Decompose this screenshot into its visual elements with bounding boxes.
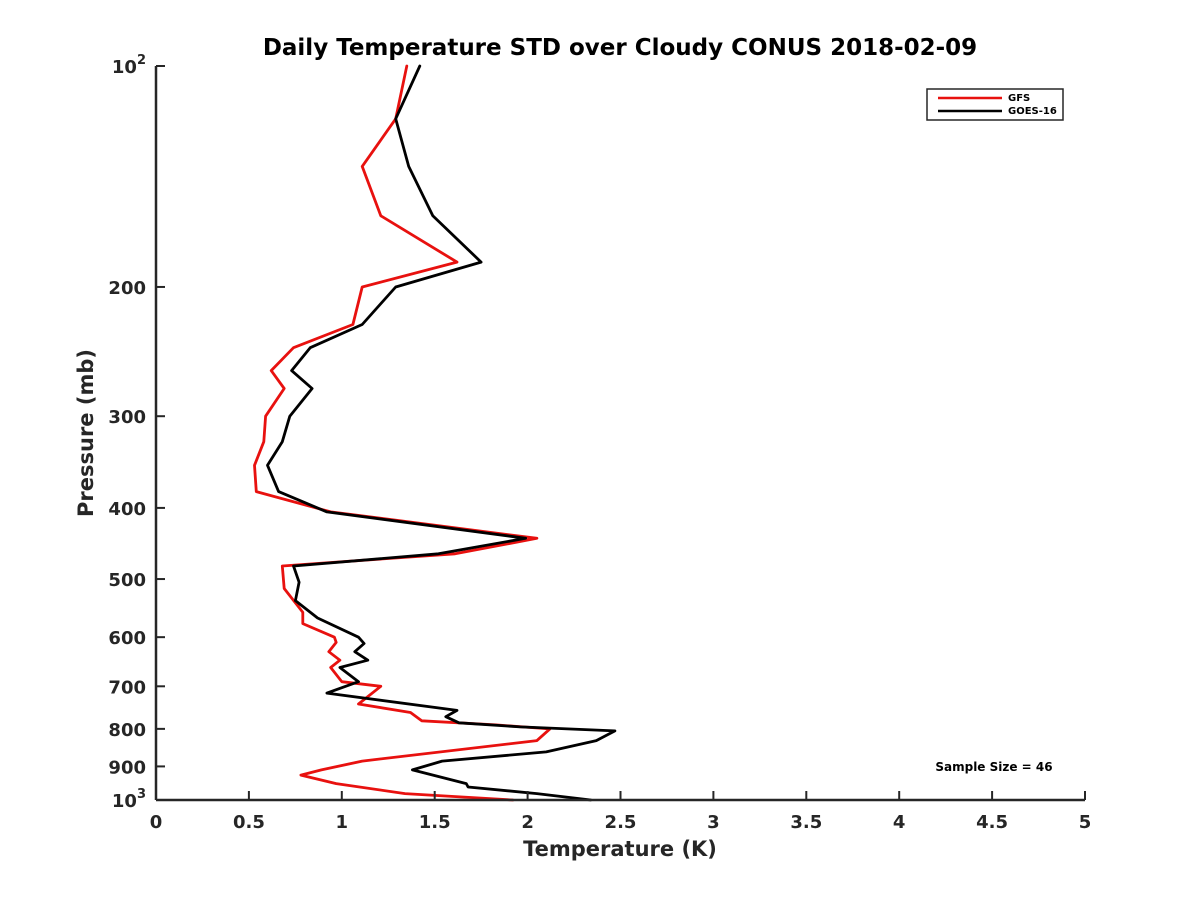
y-tick-label-base: 700 [108,677,146,698]
x-ticks: 0 0.5 1 1.5 2 2.5 3 3.5 4 4.5 5 [150,791,1092,833]
series-layer [253,64,617,802]
x-tick-label: 4.5 [976,812,1008,833]
y-tick-label: 400 [108,499,146,520]
y-tick-label: 103 [112,787,146,812]
legend-label-goes-16: GOES-16 [1008,106,1057,117]
x-tick-label: 1 [336,812,349,833]
legend-label-gfs: GFS [1008,93,1030,104]
x-tick-label: 2 [521,812,534,833]
y-tick-label-base: 200 [108,278,146,299]
x-tick-label: 2.5 [605,812,637,833]
x-tick-label: 3 [707,812,720,833]
y-tick-label: 102 [112,53,146,78]
x-tick-label: 4 [893,812,906,833]
y-tick-label-exponent: 2 [137,53,146,68]
x-tick-label: 3.5 [790,812,822,833]
x-tick-label: 0.5 [233,812,265,833]
x-tick-label: 5 [1079,812,1092,833]
y-tick-label-base: 400 [108,499,146,520]
y-tick-label-exponent: 3 [137,787,146,802]
chart-title: Daily Temperature STD over Cloudy CONUS … [263,35,977,61]
y-tick-label-base: 600 [108,628,146,649]
legend-box [926,88,1064,121]
legend: GFS GOES-16 [926,88,1064,121]
y-tick-label-base: 300 [108,407,146,428]
y-tick-label: 700 [108,677,146,698]
x-axis-label: Temperature (K) [523,837,717,861]
y-tick-label-base: 10 [112,791,137,812]
y-tick-label: 800 [108,720,146,741]
y-axis-label: Pressure (mb) [74,349,98,517]
series-line-goes-16 [266,64,617,802]
sample-size-annotation: Sample Size = 46 [935,760,1052,774]
y-tick-label: 900 [108,757,146,778]
x-tick-label: 1.5 [419,812,451,833]
y-tick-label: 300 [108,407,146,428]
y-tick-label-base: 800 [108,720,146,741]
y-tick-label: 500 [108,570,146,591]
y-tick-label: 600 [108,628,146,649]
y-tick-label-base: 500 [108,570,146,591]
y-tick-label-base: 10 [112,57,137,78]
y-tick-label-base: 900 [108,757,146,778]
x-tick-label: 0 [150,812,163,833]
series-line-gfs [253,64,552,802]
y-tick-label: 200 [108,278,146,299]
